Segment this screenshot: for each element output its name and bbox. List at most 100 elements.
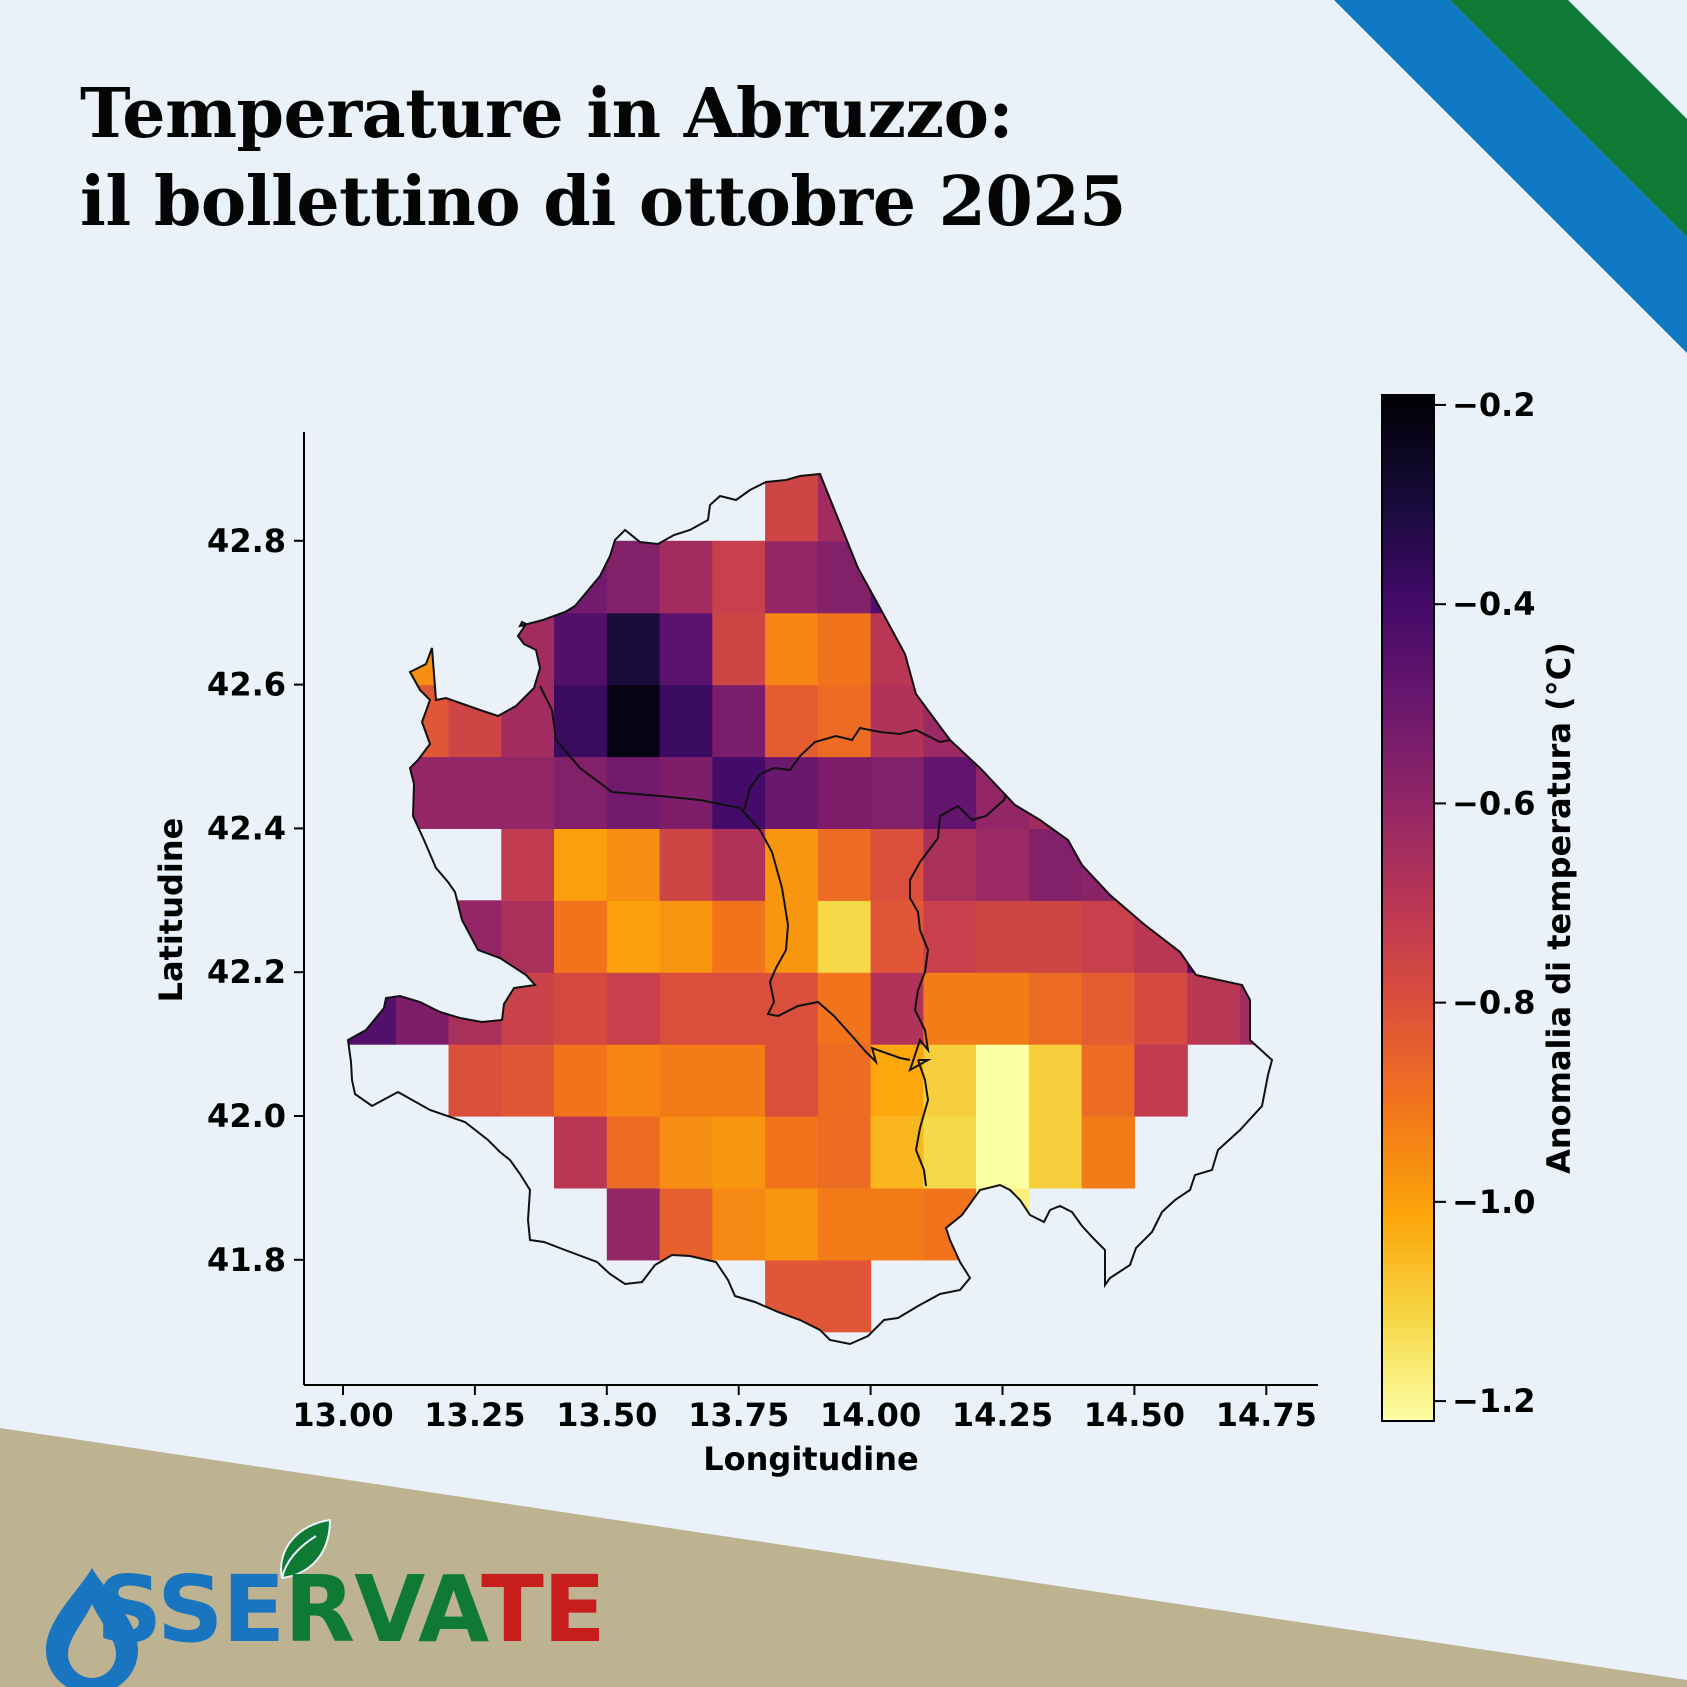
x-axis-label: Longitudine: [703, 1440, 918, 1478]
heatmap-cell: [976, 900, 1030, 973]
heatmap-cell: [923, 612, 977, 686]
y-ticks: 41.8 42.0 42.2 42.4 42.6 42.8: [207, 522, 304, 1279]
y-tick-label: 42.2: [207, 953, 286, 991]
heatmap-cell: [501, 1044, 555, 1117]
heatmap-cell: [923, 972, 977, 1045]
heatmap-cell: [448, 684, 502, 758]
x-ticks: 13.00 13.25 13.50 13.75 14.00 14.25 14.50 14.75: [292, 1385, 1317, 1434]
heatmap-cell: [348, 900, 397, 973]
y-tick-label: 42.6: [207, 666, 286, 704]
heatmap-cell: [554, 1044, 608, 1117]
heatmap-cell: [501, 828, 555, 901]
title-line-2: il bollettino di ottobre 2025: [80, 162, 1126, 242]
heatmap-cell: [765, 684, 819, 758]
heatmap-cell: [817, 684, 872, 758]
heatmap-cell: [765, 474, 819, 542]
heatmap-cell: [554, 612, 608, 686]
heatmap-cell: [712, 756, 766, 829]
heatmap-cell: [976, 1044, 1030, 1117]
heatmap-cell: [448, 972, 502, 1045]
x-tick-label: 14.00: [820, 1396, 921, 1434]
heatmap-cell: [1239, 972, 1272, 1045]
heatmap-cell: [870, 1116, 924, 1189]
title-line-1: Temperature in Abruzzo:: [80, 74, 1014, 154]
heatmap-cell: [606, 1187, 661, 1261]
heatmap-cell: [606, 540, 661, 614]
heatmap-cell: [1134, 828, 1188, 901]
heatmap-cell: [1081, 1116, 1135, 1189]
heatmap-cell: [659, 972, 713, 1045]
heatmap-cell: [1028, 1044, 1083, 1117]
province-borders: [539, 685, 1007, 1187]
heatmap-cell: [870, 1187, 924, 1261]
heatmap-cell: [501, 684, 555, 758]
region-outline: [346, 472, 1274, 1346]
heatmap-cell: [765, 828, 819, 901]
heatmap-cell: [870, 540, 924, 614]
heatmap-cell: [659, 684, 713, 758]
x-tick-label: 14.50: [1084, 1396, 1185, 1434]
heatmap-cell: [659, 828, 713, 901]
heatmap-cell: [606, 828, 661, 901]
heatmap-cell: [817, 612, 872, 686]
heatmap-cell: [1134, 1044, 1188, 1117]
colorbar-tick-label: −0.4: [1452, 585, 1536, 623]
water-drop-icon: [46, 1568, 138, 1687]
heatmap-cell: [817, 900, 872, 973]
heatmap-cell: [1187, 900, 1241, 973]
heatmap-cell: [870, 474, 924, 542]
x-tick-label: 13.50: [556, 1396, 657, 1434]
heatmap-cell: [765, 1044, 819, 1117]
y-axis-label: Latitudine: [152, 818, 190, 1003]
heatmap-cell: [976, 972, 1030, 1045]
heatmap-cell: [923, 828, 977, 901]
heatmap-cell: [712, 1187, 766, 1261]
heatmap-cell: [923, 900, 977, 973]
heatmap-cell: [1028, 828, 1083, 901]
heatmap-cell: [395, 900, 450, 973]
heatmap-cell: [395, 612, 450, 686]
heatmap-cell: [923, 684, 977, 758]
heatmap-cell: [448, 756, 502, 829]
heatmap-cell: [1028, 1116, 1083, 1189]
corner-stripe-blue: [1334, 0, 1687, 353]
heatmap-cell: [554, 972, 608, 1045]
colorbar-tick-label: −0.6: [1452, 784, 1536, 822]
corner-stripe-green: [1450, 0, 1687, 237]
x-tick-label: 14.75: [1216, 1396, 1317, 1434]
colorbar-tick-label: −1.0: [1452, 1183, 1536, 1221]
heatmap-cell: [1239, 900, 1272, 973]
heatmap-cell: [1081, 972, 1135, 1045]
heatmap-cell: [870, 756, 924, 829]
logo-text-blue: SSE: [96, 1556, 285, 1663]
heatmap-cell: [659, 1187, 713, 1261]
logo-text-green: RVA: [284, 1556, 482, 1663]
heatmap-cell: [817, 1116, 872, 1189]
heatmap-cell: [712, 1116, 766, 1189]
heatmap-cell: [976, 1116, 1030, 1189]
heatmap-cell: [659, 540, 713, 614]
y-tick-label: 42.4: [207, 809, 286, 847]
heatmap-cell: [348, 972, 397, 1045]
heatmap-cell: [395, 756, 450, 829]
heatmap-cell: [554, 684, 608, 758]
y-tick-label: 42.8: [207, 522, 286, 560]
heatmap-cell: [606, 612, 661, 686]
heatmap-cell: [870, 684, 924, 758]
heatmap-cell: [870, 612, 924, 686]
heatmap-cell: [1134, 972, 1188, 1045]
heatmap-cell: [1081, 828, 1135, 901]
heatmap-cell: [659, 612, 713, 686]
heatmap-cell: [765, 1116, 819, 1189]
heatmap-cell: [1187, 972, 1241, 1045]
colorbar-ticks: −0.2 −0.4 −0.6 −0.8 −1.0 −1.2: [1434, 386, 1536, 1420]
x-tick-label: 13.75: [688, 1396, 789, 1434]
heatmap-cell: [1081, 756, 1135, 829]
heatmap-cell: [712, 612, 766, 686]
heatmap-cell: [712, 684, 766, 758]
heatmap-cell: [501, 972, 555, 1045]
heatmap-cell: [395, 972, 450, 1045]
colorbar-label: Anomalia di temperatura (°C): [1540, 642, 1578, 1174]
heatmap-cell: [554, 1116, 608, 1189]
heatmap-cell: [923, 1116, 977, 1189]
